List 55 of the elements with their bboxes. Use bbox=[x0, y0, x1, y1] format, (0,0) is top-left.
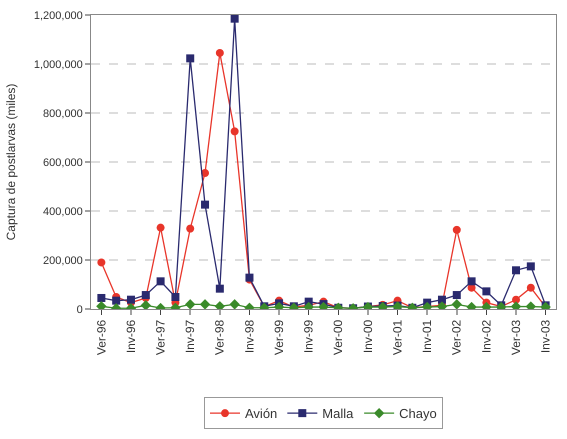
point bbox=[156, 277, 165, 286]
point bbox=[201, 200, 210, 209]
x-tick-label: Inv-96 bbox=[124, 319, 138, 354]
x-tick-label: Ver-97 bbox=[154, 319, 168, 356]
y-axis-title: Captura de postlarvas (miles) bbox=[4, 84, 18, 240]
point bbox=[112, 296, 120, 305]
y-tick-label: 800,000 bbox=[43, 108, 83, 120]
point bbox=[97, 258, 106, 266]
point bbox=[171, 293, 180, 301]
point bbox=[452, 299, 462, 309]
y-tick-label: 600,000 bbox=[43, 156, 83, 169]
legend-label: Avión bbox=[245, 406, 278, 422]
x-tick-label: Inv-02 bbox=[479, 319, 494, 354]
point bbox=[185, 299, 196, 309]
point bbox=[468, 277, 476, 286]
point bbox=[452, 226, 461, 234]
y-tick-label: 0 bbox=[76, 304, 83, 316]
legend-label: Chayo bbox=[399, 406, 437, 422]
x-tick-label: Ver-96 bbox=[94, 319, 108, 356]
x-tick-label: Inv-98 bbox=[242, 319, 256, 354]
point bbox=[142, 291, 150, 300]
y-tick-label: 400,000 bbox=[43, 206, 83, 218]
x-tick-label: Inv-97 bbox=[183, 319, 198, 354]
x-tick-label: Inv-99 bbox=[302, 319, 316, 354]
point bbox=[200, 299, 210, 309]
point bbox=[229, 299, 240, 309]
point bbox=[216, 284, 224, 293]
point bbox=[140, 300, 151, 309]
y-tick-label: 200,000 bbox=[43, 254, 83, 267]
point bbox=[186, 54, 194, 62]
point bbox=[230, 127, 239, 136]
point bbox=[438, 296, 446, 304]
x-tick-label: Inv-00 bbox=[360, 319, 375, 354]
legend-label: Malla bbox=[322, 406, 354, 422]
point bbox=[512, 266, 520, 274]
y-tick-label: 1,200,000 bbox=[34, 10, 83, 22]
x-tick-label: Ver-99 bbox=[272, 319, 286, 356]
x-tick-label: Ver-03 bbox=[508, 319, 523, 356]
point bbox=[482, 287, 490, 296]
point bbox=[126, 296, 135, 304]
x-tick-label: Ver-98 bbox=[212, 319, 227, 356]
point bbox=[526, 262, 535, 270]
x-tick-label: Ver-02 bbox=[450, 319, 464, 356]
point bbox=[97, 294, 106, 302]
point bbox=[526, 284, 535, 292]
y-tick-label: 1,000,000 bbox=[34, 58, 83, 71]
x-tick-label: Ver-01 bbox=[390, 319, 404, 356]
point bbox=[156, 224, 165, 232]
x-tick-label: Ver-00 bbox=[331, 319, 346, 356]
point bbox=[452, 291, 461, 300]
point bbox=[216, 48, 224, 57]
x-tick-label: Inv-01 bbox=[420, 319, 434, 354]
point bbox=[230, 15, 239, 23]
x-tick-label: Inv-03 bbox=[538, 319, 553, 354]
point bbox=[186, 224, 194, 233]
